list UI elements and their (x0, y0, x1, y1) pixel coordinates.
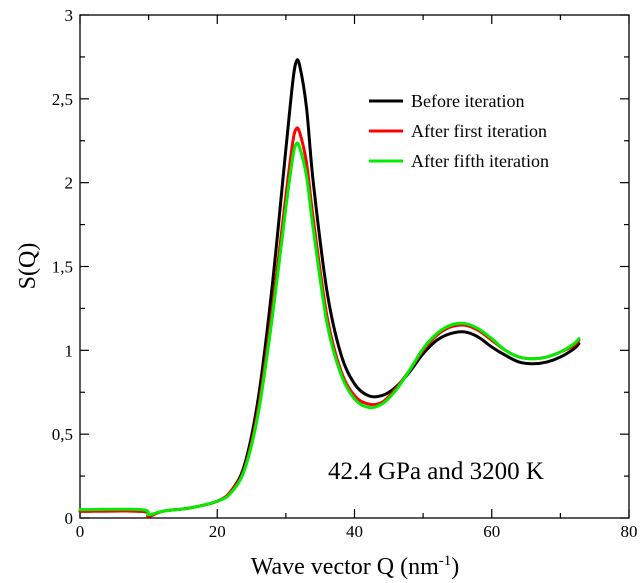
x-tick-label: 20 (209, 522, 226, 541)
x-axis-ticks: 0 20 40 60 80 (76, 15, 638, 541)
y-tick-label: 3 (65, 6, 74, 25)
x-tick-label: 60 (483, 522, 500, 541)
legend: Before iteration After first iteration Aft… (369, 91, 549, 171)
y-axis-ticks: 0 0,5 1 1,5 2 2,5 3 (52, 6, 629, 528)
x-axis-title-superscript: -1 (439, 553, 452, 569)
legend-label-1: Before iteration (411, 91, 524, 111)
legend-label-3: After fifth iteration (411, 151, 549, 171)
x-tick-label: 40 (346, 522, 363, 541)
series-line-3 (78, 141, 581, 517)
y-tick-label: 1,5 (52, 258, 73, 277)
y-tick-label: 0,5 (52, 425, 73, 444)
y-tick-label: 1 (65, 341, 74, 360)
x-axis-title: Wave vector Q (nm-1) (251, 553, 460, 580)
y-axis-title: S(Q) (15, 243, 41, 290)
series-layer (78, 58, 581, 518)
plot-frame (79, 14, 630, 519)
y-tick-label: 2,5 (52, 90, 73, 109)
y-tick-label: 0 (65, 509, 74, 528)
annotation-conditions: 42.4 GPa and 3200 K (328, 458, 544, 485)
legend-label-2: After first iteration (411, 121, 547, 141)
x-tick-label: 0 (76, 522, 85, 541)
x-axis-title-close: ) (451, 554, 459, 580)
x-axis-title-main: Wave vector Q (nm (251, 554, 439, 580)
x-tick-label: 80 (621, 522, 638, 541)
y-tick-label: 2 (65, 174, 74, 193)
